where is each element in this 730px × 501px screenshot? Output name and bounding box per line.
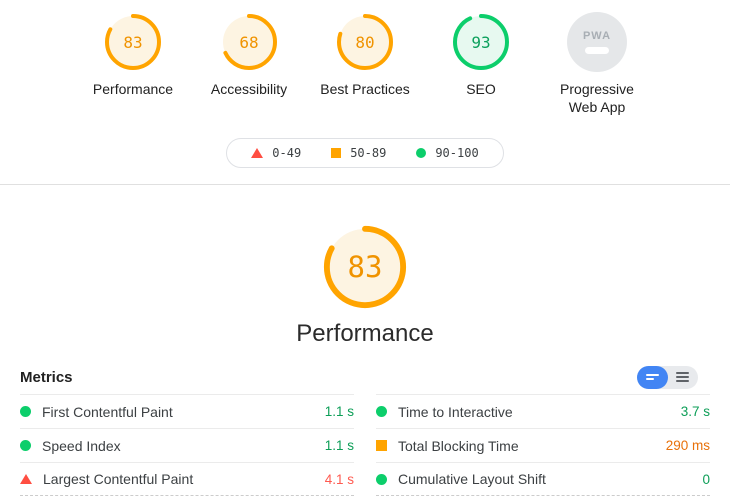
pwa-label: Progressive Web App xyxy=(560,81,634,115)
category-best-practices[interactable]: 80 Best Practices xyxy=(312,12,418,116)
expanded-view-icon xyxy=(676,372,690,382)
metric-label: Largest Contentful Paint xyxy=(43,471,194,487)
metrics-section: Metrics First Contentful Paint xyxy=(0,365,730,496)
category-performance[interactable]: 83 Performance xyxy=(80,12,186,116)
metric-value: 0 xyxy=(702,471,710,487)
score-legend-row: 0-49 50-89 90-100 xyxy=(0,138,730,168)
section-divider xyxy=(0,184,730,185)
toggle-expanded-view-button[interactable] xyxy=(668,366,699,389)
legend-pass: 90-100 xyxy=(416,146,479,160)
metric-value: 1.1 s xyxy=(324,404,354,419)
fail-triangle-icon xyxy=(20,474,32,484)
performance-big-gauge: 83 xyxy=(321,223,409,311)
pwa-icon: PWA xyxy=(567,12,627,72)
legend-average: 50-89 xyxy=(331,146,386,160)
seo-gauge: 93 xyxy=(451,12,511,72)
toggle-condensed-view-button[interactable] xyxy=(637,365,668,389)
fail-triangle-icon xyxy=(251,148,264,158)
metrics-heading: Metrics xyxy=(20,368,73,386)
metric-first-contentful-paint: First Contentful Paint 1.1 s xyxy=(20,394,354,428)
performance-section-header: 83 Performance xyxy=(0,223,730,348)
legend-fail: 0-49 xyxy=(251,146,301,160)
metric-label: Time to Interactive xyxy=(398,403,513,420)
metric-value: 3.7 s xyxy=(680,404,710,419)
best-practices-score: 80 xyxy=(355,32,375,52)
legend-pass-range: 90-100 xyxy=(435,146,479,160)
category-seo[interactable]: 93 SEO xyxy=(428,12,534,116)
category-pwa[interactable]: PWA Progressive Web App xyxy=(544,12,650,116)
seo-score: 93 xyxy=(471,32,491,52)
metric-value: 290 ms xyxy=(665,438,710,453)
score-legend: 0-49 50-89 90-100 xyxy=(226,138,504,168)
pass-circle-icon xyxy=(20,440,31,451)
metrics-right-column: Time to Interactive 3.7 s Total Blocking… xyxy=(376,394,710,496)
pass-circle-icon xyxy=(376,473,387,485)
metric-label: Speed Index xyxy=(42,437,121,454)
metric-speed-index: Speed Index 1.1 s xyxy=(20,428,354,462)
metric-value: 4.1 s xyxy=(324,471,354,487)
accessibility-label: Accessibility xyxy=(210,81,288,97)
average-square-icon xyxy=(376,440,387,451)
gauge-arc-svg xyxy=(323,225,407,309)
gauge-arc-svg xyxy=(105,14,161,70)
condensed-view-icon xyxy=(645,374,659,380)
seo-label: SEO xyxy=(466,81,496,97)
performance-score: 83 xyxy=(123,32,143,52)
pwa-dash-icon xyxy=(585,47,609,54)
metric-total-blocking-time: Total Blocking Time 290 ms xyxy=(376,428,710,462)
best-practices-gauge: 80 xyxy=(335,12,395,72)
category-scores-row: 83 Performance 68 Accessibility 80 xyxy=(0,0,730,116)
metric-label: Total Blocking Time xyxy=(398,437,519,454)
performance-gauge: 83 xyxy=(103,12,163,72)
metrics-header: Metrics xyxy=(20,365,710,389)
metric-value: 1.1 s xyxy=(324,438,354,453)
performance-label: Performance xyxy=(92,81,174,97)
pass-circle-icon xyxy=(20,406,31,417)
metric-label: First Contentful Paint xyxy=(42,403,173,420)
pass-circle-icon xyxy=(376,406,387,417)
best-practices-label: Best Practices xyxy=(320,81,410,97)
metric-cumulative-layout-shift: Cumulative Layout Shift 0 xyxy=(376,462,710,496)
accessibility-score: 68 xyxy=(239,32,259,52)
metrics-left-column: First Contentful Paint 1.1 s Speed Index… xyxy=(20,394,354,496)
average-square-icon xyxy=(331,148,342,158)
metrics-view-toggle[interactable] xyxy=(637,365,699,389)
gauge-arc-svg xyxy=(453,14,509,70)
legend-fail-range: 0-49 xyxy=(272,146,302,160)
pass-circle-icon xyxy=(416,148,427,158)
performance-big-score: 83 xyxy=(347,250,383,284)
metric-largest-contentful-paint: Largest Contentful Paint 4.1 s xyxy=(20,462,354,496)
accessibility-gauge: 68 xyxy=(219,12,279,72)
gauge-arc-svg xyxy=(221,14,277,70)
gauge-arc-svg xyxy=(337,14,393,70)
legend-average-range: 50-89 xyxy=(350,146,387,160)
category-accessibility[interactable]: 68 Accessibility xyxy=(196,12,302,116)
metric-time-to-interactive: Time to Interactive 3.7 s xyxy=(376,394,710,428)
metric-label: Cumulative Layout Shift xyxy=(398,471,546,487)
metrics-grid: First Contentful Paint 1.1 s Speed Index… xyxy=(20,394,710,496)
pwa-badge-text: PWA xyxy=(582,30,612,42)
performance-section-title: Performance xyxy=(296,320,434,347)
